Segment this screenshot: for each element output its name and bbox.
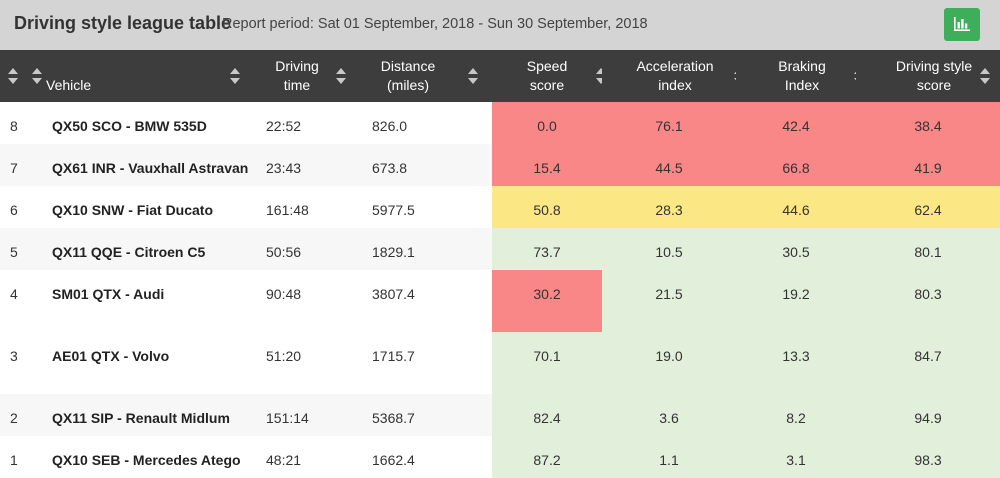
distance-cell: 673.8: [364, 144, 492, 186]
driving-time-cell: 23:43: [254, 144, 364, 186]
sort-icon[interactable]: [980, 68, 990, 86]
column-header-braking-index[interactable]: Braking Index: [736, 50, 864, 102]
sort-icon[interactable]: [230, 68, 240, 86]
league-table: Vehicle Driving time Distance (miles) Sp…: [0, 50, 1000, 478]
report-header: Driving style league table Report period…: [0, 0, 1000, 50]
table-row[interactable]: 4 SM01 QTX - Audi 90:48 3807.4 30.2 21.5…: [0, 270, 1000, 332]
vehicle-cell: SM01 QTX - Audi: [30, 270, 254, 332]
speed-score-cell: 30.2: [492, 270, 602, 332]
bar-chart-icon: [954, 17, 970, 31]
speed-score-cell: 50.8: [492, 186, 602, 228]
vehicle-cell: AE01 QTX - Volvo: [30, 332, 254, 394]
speed-score-cell: 15.4: [492, 144, 602, 186]
column-header-distance[interactable]: Distance (miles): [364, 50, 492, 102]
rank-cell: 2: [0, 394, 30, 436]
distance-cell: 1662.4: [364, 436, 492, 478]
driving-style-score-cell: 94.9: [856, 394, 1000, 436]
braking-index-cell: 19.2: [736, 270, 856, 332]
driving-style-score-cell: 98.3: [856, 436, 1000, 478]
column-header-driving-time[interactable]: Driving time: [254, 50, 364, 102]
rank-cell: 4: [0, 270, 30, 332]
table-header-row: Vehicle Driving time Distance (miles) Sp…: [0, 50, 1000, 102]
acceleration-index-cell: 1.1: [602, 436, 736, 478]
speed-score-cell: 70.1: [492, 332, 602, 394]
driving-time-cell: 90:48: [254, 270, 364, 332]
distance-cell: 1829.1: [364, 228, 492, 270]
driving-time-cell: 22:52: [254, 102, 364, 144]
table-row[interactable]: 1 QX10 SEB - Mercedes Atego 48:21 1662.4…: [0, 436, 1000, 478]
table-row[interactable]: 5 QX11 QQE - Citroen C5 50:56 1829.1 73.…: [0, 228, 1000, 270]
braking-index-cell: 3.1: [736, 436, 856, 478]
sort-icon[interactable]: [8, 68, 18, 86]
report-period: Report period: Sat 01 September, 2018 - …: [222, 16, 648, 32]
rank-cell: 3: [0, 332, 30, 394]
driving-time-cell: 161:48: [254, 186, 364, 228]
table-row[interactable]: 3 AE01 QTX - Volvo 51:20 1715.7 70.1 19.…: [0, 332, 1000, 394]
column-header-rank[interactable]: [0, 50, 30, 102]
acceleration-index-cell: 44.5: [602, 144, 736, 186]
distance-cell: 5977.5: [364, 186, 492, 228]
acceleration-index-cell: 3.6: [602, 394, 736, 436]
sort-icon[interactable]: [596, 68, 606, 86]
driving-time-cell: 50:56: [254, 228, 364, 270]
sort-icon[interactable]: [32, 68, 42, 86]
acceleration-index-cell: 19.0: [602, 332, 736, 394]
vehicle-cell: QX61 INR - Vauxhall Astravan: [30, 144, 254, 186]
column-header-vehicle[interactable]: Vehicle: [30, 50, 254, 102]
page-title: Driving style league table: [14, 13, 232, 33]
rank-cell: 8: [0, 102, 30, 144]
rank-cell: 5: [0, 228, 30, 270]
sort-icon[interactable]: [468, 68, 478, 86]
table-row[interactable]: 2 QX11 SIP - Renault Midlum 151:14 5368.…: [0, 394, 1000, 436]
braking-index-cell: 8.2: [736, 394, 856, 436]
table-row[interactable]: 7 QX61 INR - Vauxhall Astravan 23:43 673…: [0, 144, 1000, 186]
rank-cell: 1: [0, 436, 30, 478]
acceleration-index-cell: 10.5: [602, 228, 736, 270]
distance-cell: 3807.4: [364, 270, 492, 332]
table-row[interactable]: 8 QX50 SCO - BMW 535D 22:52 826.0 0.0 76…: [0, 102, 1000, 144]
braking-index-cell: 66.8: [736, 144, 856, 186]
chart-button[interactable]: [944, 8, 980, 41]
braking-index-cell: 13.3: [736, 332, 856, 394]
vehicle-cell: QX10 SNW - Fiat Ducato: [30, 186, 254, 228]
driving-time-cell: 151:14: [254, 394, 364, 436]
table-row[interactable]: 6 QX10 SNW - Fiat Ducato 161:48 5977.5 5…: [0, 186, 1000, 228]
column-header-acceleration-index[interactable]: Acceleration index: [602, 50, 744, 102]
driving-time-cell: 51:20: [254, 332, 364, 394]
sort-icon[interactable]: [336, 68, 346, 86]
vehicle-cell: QX10 SEB - Mercedes Atego: [30, 436, 254, 478]
distance-cell: 5368.7: [364, 394, 492, 436]
distance-cell: 1715.7: [364, 332, 492, 394]
distance-cell: 826.0: [364, 102, 492, 144]
speed-score-cell: 0.0: [492, 102, 602, 144]
driving-time-cell: 48:21: [254, 436, 364, 478]
vehicle-cell: QX11 SIP - Renault Midlum: [30, 394, 254, 436]
speed-score-cell: 82.4: [492, 394, 602, 436]
speed-score-cell: 87.2: [492, 436, 602, 478]
column-header-driving-style-score[interactable]: Driving style score: [856, 50, 1000, 102]
driving-style-score-cell: 41.9: [856, 144, 1000, 186]
rank-cell: 6: [0, 186, 30, 228]
braking-index-cell: 44.6: [736, 186, 856, 228]
vehicle-cell: QX50 SCO - BMW 535D: [30, 102, 254, 144]
driving-style-score-cell: 38.4: [856, 102, 1000, 144]
driving-style-score-cell: 84.7: [856, 332, 1000, 394]
column-header-speed-score[interactable]: Speed score: [492, 50, 606, 102]
driving-style-score-cell: 80.1: [856, 228, 1000, 270]
rank-cell: 7: [0, 144, 30, 186]
braking-index-cell: 30.5: [736, 228, 856, 270]
acceleration-index-cell: 21.5: [602, 270, 736, 332]
acceleration-index-cell: 76.1: [602, 102, 736, 144]
speed-score-cell: 73.7: [492, 228, 602, 270]
driving-style-score-cell: 62.4: [856, 186, 1000, 228]
driving-style-score-cell: 80.3: [856, 270, 1000, 332]
acceleration-index-cell: 28.3: [602, 186, 736, 228]
vehicle-cell: QX11 QQE - Citroen C5: [30, 228, 254, 270]
braking-index-cell: 42.4: [736, 102, 856, 144]
